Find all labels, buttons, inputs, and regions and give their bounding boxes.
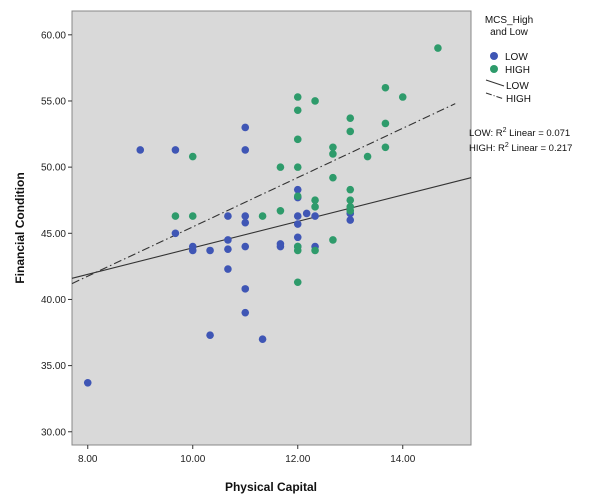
data-point-high [311, 97, 319, 105]
r2-low-sup: 2 [503, 127, 507, 134]
data-point-low [171, 229, 180, 238]
data-point-high [258, 212, 267, 220]
data-point-low [241, 123, 250, 132]
data-point-high [346, 185, 355, 194]
r2-high-sup: 2 [505, 142, 509, 149]
legend-high-label: HIGH [505, 65, 530, 76]
y-tick-label: 45.00 [41, 229, 66, 240]
data-point-high [171, 212, 180, 220]
data-point-high [293, 135, 302, 144]
data-point-low [258, 335, 267, 343]
data-point-low [224, 245, 232, 253]
data-point-low [293, 212, 302, 220]
data-point-high [293, 246, 302, 255]
data-point-low [241, 242, 250, 251]
data-point-low [224, 265, 232, 273]
data-point-high [346, 206, 355, 215]
data-point-high [329, 143, 337, 152]
series-low [83, 123, 355, 387]
data-point-high [346, 114, 355, 122]
legend-low-line-label: LOW [506, 81, 529, 92]
data-point-low [241, 285, 250, 293]
data-point-low [136, 146, 145, 154]
data-point-low [293, 220, 302, 228]
data-point-high [311, 203, 319, 211]
data-point-high [381, 143, 390, 152]
data-point-low [241, 146, 250, 154]
data-point-low [224, 212, 232, 220]
y-tick-label: 40.00 [41, 295, 66, 306]
x-axis-title: Physical Capital [225, 480, 317, 494]
data-point-low [206, 331, 214, 339]
data-point-high [346, 127, 355, 136]
data-point-high [329, 236, 337, 244]
data-point-high [311, 196, 319, 205]
r2-low-prefix: LOW: R [469, 128, 503, 139]
data-point-high [311, 246, 319, 255]
data-point-low [311, 212, 319, 220]
data-point-low [293, 233, 302, 242]
x-tick-label: 8.00 [78, 454, 98, 465]
data-point-high [188, 212, 197, 220]
legend-low-marker [490, 52, 498, 60]
y-tick-label: 60.00 [41, 30, 66, 41]
data-point-low [302, 209, 311, 218]
data-point-low [241, 218, 250, 227]
fit-line-high [71, 103, 456, 285]
r2-high-prefix: HIGH: R [469, 143, 505, 154]
r2-high-suffix: Linear = 0.217 [509, 143, 573, 154]
r2-low-annotation: LOW: R2 Linear = 0.071 [469, 127, 570, 139]
data-point-high [381, 83, 390, 92]
data-point-high [276, 206, 285, 215]
data-point-high [329, 150, 337, 158]
x-tick-label: 10.00 [180, 454, 205, 465]
data-point-high [434, 44, 442, 52]
data-point-low [224, 236, 232, 244]
data-point-high [293, 278, 302, 287]
legend-low-label: LOW [505, 52, 528, 63]
y-axis-title: Financial Condition [13, 172, 27, 283]
series-high [171, 44, 442, 287]
data-point-high [293, 192, 302, 201]
legend-high-marker [490, 65, 498, 73]
x-tick-label: 14.00 [390, 454, 415, 465]
axes: 8.00 10.00 12.00 14.00 30.00 35.00 40.00 45.00 5… [41, 30, 416, 465]
data-points [83, 44, 442, 387]
y-tick-label: 55.00 [41, 96, 66, 107]
y-tick-label: 35.00 [41, 361, 66, 372]
data-point-low [276, 242, 285, 251]
data-point-high [293, 106, 302, 115]
data-point-high [346, 196, 355, 205]
x-tick-label: 12.00 [285, 454, 310, 465]
r2-high-annotation: HIGH: R2 Linear = 0.217 [469, 142, 572, 154]
data-point-high [293, 93, 302, 101]
legend-title-line1: MCS_High [485, 15, 533, 26]
data-point-high [329, 173, 337, 182]
data-point-low [241, 308, 250, 317]
data-point-low [83, 379, 92, 387]
data-point-high [276, 163, 285, 171]
fit-lines [71, 103, 472, 285]
r2-low-suffix: Linear = 0.071 [507, 128, 571, 139]
data-point-high [293, 163, 302, 171]
data-point-high [188, 152, 197, 161]
legend-title-line2: and Low [490, 27, 529, 38]
data-point-low [241, 212, 250, 220]
fit-line-low [71, 177, 472, 279]
data-point-low [188, 246, 197, 255]
data-point-high [398, 93, 407, 101]
legend-high-line [485, 92, 505, 100]
data-point-low [171, 146, 180, 154]
legend-low-line [485, 79, 505, 87]
legend: MCS_High and Low LOW HIGH LOW HIGH [485, 15, 533, 105]
data-point-low [293, 185, 302, 194]
data-point-low [206, 246, 214, 255]
y-tick-label: 30.00 [41, 427, 66, 438]
legend-high-line-label: HIGH [506, 94, 531, 105]
data-point-high [363, 152, 372, 161]
data-point-low [346, 216, 355, 224]
y-tick-label: 50.00 [41, 163, 66, 174]
data-point-high [381, 119, 390, 128]
